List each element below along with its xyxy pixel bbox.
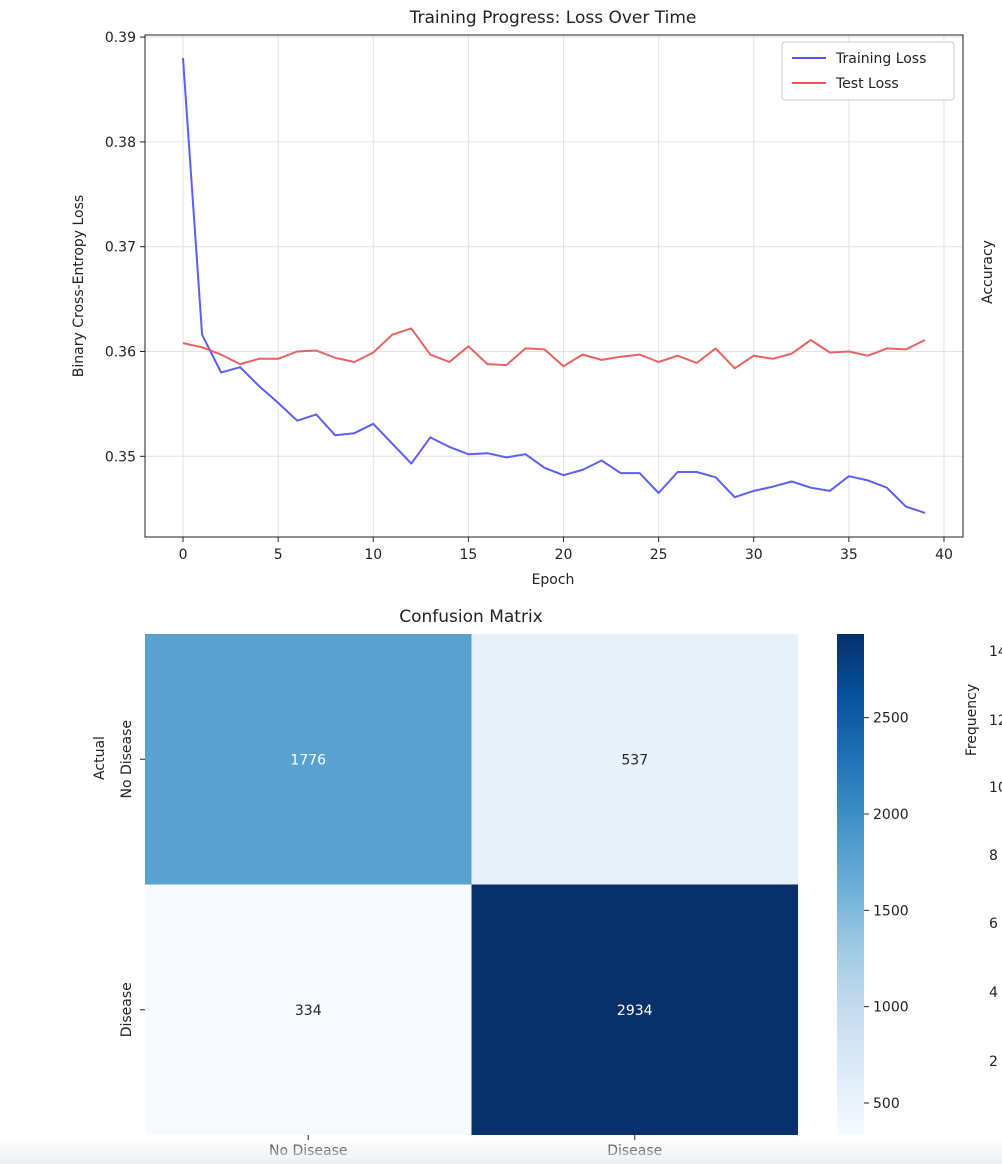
frequency-tick-fragment: 6	[989, 916, 998, 932]
matrix-cell	[145, 884, 472, 1135]
colorbar-tick-label: 2500	[873, 711, 909, 727]
x-tick-label: 0	[179, 547, 188, 563]
loss-chart-y-label: Binary Cross-Entropy Loss	[71, 195, 87, 377]
colorbar-ticks: 500 1000 1500 2000 2500	[864, 711, 909, 1112]
matrix-cell	[145, 634, 472, 885]
loss-chart-legend: Training Loss Test Loss	[781, 41, 955, 101]
colorbar-tick-label: 1500	[873, 903, 909, 919]
legend-label-test-loss: Test Loss	[835, 76, 899, 92]
y-tick-label: 0.36	[105, 345, 136, 361]
x-tick-label: 25	[650, 547, 668, 563]
loss-chart-grid	[145, 35, 963, 537]
loss-chart-lines	[182, 58, 926, 514]
screen-bottom-edge	[0, 1138, 1002, 1164]
loss-chart-frame	[144, 34, 964, 538]
frequency-tick-fragment: 12	[989, 713, 1002, 729]
colorbar-gradient	[837, 634, 864, 1135]
frequency-tick-fragment: 8	[989, 848, 998, 864]
colorbar-tick-label: 2000	[873, 807, 909, 823]
x-tick-label: 5	[274, 547, 283, 563]
legend-box	[781, 41, 955, 101]
legend-label-training-loss: Training Loss	[835, 51, 926, 67]
confusion-matrix-y-label: Actual	[92, 736, 108, 780]
accuracy-axis-label: Accuracy	[980, 240, 996, 304]
training-loss-line	[182, 58, 926, 514]
frequency-tick-fragment: 4	[989, 985, 998, 1001]
colorbar-tick-label: 1000	[873, 1000, 909, 1016]
y-tick-label: 0.37	[105, 240, 136, 256]
loss-chart-y-ticks: 0.35 0.36 0.37 0.38 0.39	[105, 30, 145, 465]
frequency-axis-label: Frequency	[964, 684, 980, 756]
frequency-tick-fragments: 14 12 10 8 6 4 2	[989, 644, 1002, 1070]
loss-chart-x-ticks: 0 5 10 15 20 25 30 35 40	[179, 537, 953, 563]
confusion-matrix: Confusion Matrix 1776 537 334 2934 No Disea…	[92, 607, 909, 1159]
x-tick-label: 30	[745, 547, 763, 563]
confusion-matrix-title: Confusion Matrix	[399, 607, 543, 627]
y-tick-label: 0.39	[105, 30, 136, 46]
matrix-cell	[471, 884, 798, 1135]
frequency-tick-fragment: 10	[989, 780, 1002, 796]
y-tick-label: 0.35	[105, 449, 136, 465]
frequency-tick-fragment: 14	[989, 644, 1002, 660]
loss-chart-title: Training Progress: Loss Over Time	[409, 8, 697, 28]
confusion-matrix-cells: 1776 537 334 2934	[145, 634, 798, 1135]
colorbar: 500 1000 1500 2000 2500	[837, 634, 909, 1135]
right-panel-partial: Accuracy Frequency 14 12 10 8 6 4 2	[964, 240, 1002, 1070]
matrix-cell-value: 2934	[617, 1003, 653, 1019]
matrix-row-label: No Disease	[119, 720, 135, 799]
x-tick-label: 15	[459, 547, 477, 563]
matrix-cell	[471, 634, 798, 885]
colorbar-tick-label: 500	[873, 1096, 900, 1112]
loss-chart-x-label: Epoch	[532, 572, 575, 588]
test-loss-line	[182, 327, 926, 370]
x-tick-label: 40	[935, 547, 953, 563]
matrix-row-label: Disease	[119, 982, 135, 1037]
x-tick-label: 10	[364, 547, 382, 563]
matrix-cell-value: 1776	[290, 752, 326, 768]
loss-chart: 0 5 10 15 20 25 30 35 40 0.35 0.36 0.37 0.38 0.39 Tr…	[71, 8, 964, 588]
matrix-cell-value: 537	[621, 752, 648, 768]
x-tick-label: 35	[840, 547, 858, 563]
frequency-tick-fragment: 2	[989, 1054, 998, 1070]
x-tick-label: 20	[555, 547, 573, 563]
y-tick-label: 0.38	[105, 135, 136, 151]
matrix-cell-value: 334	[295, 1003, 322, 1019]
